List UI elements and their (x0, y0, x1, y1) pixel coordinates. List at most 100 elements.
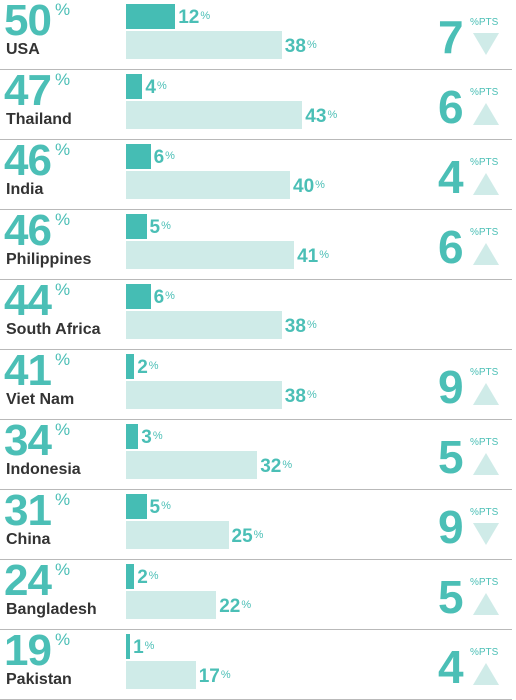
data-label-unit: % (282, 459, 293, 471)
row-divider (0, 629, 512, 630)
data-label-number: 3 (141, 427, 152, 448)
data-label-series-1: 3% (141, 428, 162, 448)
chart-row: 50% USA 12% 38% 7 %PTS (0, 0, 516, 70)
data-label-number: 43 (305, 106, 327, 127)
country-label: South Africa (6, 321, 101, 338)
row-divider (0, 139, 512, 140)
data-label-series-1: 6% (154, 148, 175, 168)
row-divider (0, 349, 512, 350)
bar-series-1 (126, 564, 135, 589)
data-label-series-1: 5% (150, 498, 171, 518)
change-value: 9 (438, 361, 464, 413)
triangle-up-icon (473, 593, 499, 615)
change-value: 9 (438, 501, 464, 553)
data-label-number: 4 (145, 77, 156, 98)
data-label-series-1: 4% (145, 78, 166, 98)
data-label-unit: % (152, 430, 163, 442)
data-label-number: 38 (284, 316, 306, 337)
data-label-number: 41 (297, 246, 319, 267)
data-label-series-2: 32% (260, 457, 292, 477)
data-label-number: 32 (260, 456, 282, 477)
bar-series-2 (126, 521, 229, 549)
data-label-number: 5 (149, 217, 161, 238)
data-label-series-2: 43% (305, 107, 337, 127)
country-label: Philippines (6, 251, 92, 268)
data-label-number: 2 (137, 357, 148, 378)
bar-series-2 (126, 241, 295, 269)
row-divider (0, 419, 512, 420)
total-value: 46 (4, 206, 52, 255)
change-value: 5 (438, 571, 464, 623)
chart-row: 31% China 5% 25% 9 %PTS (0, 486, 516, 560)
triangle-up-icon (473, 103, 499, 125)
data-label-number: 25 (231, 526, 253, 547)
total-percent-sign: % (54, 70, 71, 89)
data-label-series-1: 2% (137, 568, 158, 588)
total-percent-sign: % (54, 350, 71, 369)
row-divider (0, 489, 512, 490)
data-label-unit: % (319, 249, 330, 261)
bar-series-1 (126, 284, 151, 309)
bar-series-2 (126, 101, 303, 129)
change-unit: %PTS (470, 87, 499, 98)
change-unit: %PTS (470, 367, 499, 378)
bar-series-2 (126, 661, 196, 689)
change-unit: %PTS (470, 647, 499, 658)
data-label-series-2: 41% (297, 247, 329, 267)
bar-series-2 (126, 311, 282, 339)
total-percent-sign: % (54, 490, 71, 509)
change-unit: %PTS (470, 227, 499, 238)
data-label-unit: % (200, 10, 211, 22)
chart-row: 19% Pakistan 1% 17% 4 %PTS (0, 626, 516, 700)
triangle-up-icon (473, 243, 499, 265)
total-percent-sign: % (54, 560, 71, 579)
data-label-number: 38 (284, 36, 306, 57)
data-label-unit: % (156, 80, 167, 92)
data-label-series-2: 38% (285, 387, 317, 407)
chart-row: 47% Thailand 4% 43% 6 %PTS (0, 66, 516, 140)
data-label-series-1: 2% (137, 358, 158, 378)
change-value: 6 (438, 81, 464, 133)
triangle-up-icon (473, 663, 499, 685)
change-value: 4 (438, 151, 464, 203)
total-percent-sign: % (54, 140, 71, 159)
total-percent-sign: % (54, 210, 71, 229)
change-unit: %PTS (470, 507, 499, 518)
total-value: 50 (4, 0, 52, 45)
data-label-unit: % (148, 570, 159, 582)
data-label-unit: % (306, 389, 317, 401)
chart-row: 34% Indonesia 3% 32% 5 %PTS (0, 416, 516, 490)
chart-row: 46% Philippines 5% 41% 6 %PTS (0, 206, 516, 280)
country-label: USA (6, 41, 40, 58)
data-label-unit: % (315, 179, 325, 191)
total-value: 46 (4, 136, 52, 185)
data-label-series-1: 5% (150, 218, 171, 238)
total-percent-sign: % (54, 630, 71, 649)
data-label-number: 12 (178, 7, 200, 28)
data-label-number: 6 (153, 147, 165, 168)
data-label-series-2: 22% (219, 597, 251, 617)
data-label-unit: % (165, 290, 175, 302)
triangle-down-icon (473, 33, 499, 55)
chart-row: 41% Viet Nam 2% 38% 9 %PTS (0, 346, 516, 420)
data-label-number: 22 (219, 596, 241, 617)
data-label-series-2: 38% (285, 317, 317, 337)
change-value: 6 (438, 221, 464, 273)
row-divider (0, 69, 512, 70)
data-label-number: 17 (198, 666, 220, 687)
bar-series-1 (126, 144, 151, 169)
data-label-unit: % (306, 39, 317, 51)
bar-series-1 (126, 424, 139, 449)
bar-series-1 (126, 74, 143, 99)
total-value: 41 (4, 346, 52, 395)
country-label: Viet Nam (6, 391, 75, 408)
data-label-series-2: 38% (285, 37, 317, 57)
data-label-unit: % (327, 109, 338, 121)
chart-row: 24% Bangladesh 2% 22% 5 %PTS (0, 556, 516, 630)
data-label-series-2: 17% (199, 667, 231, 687)
data-label-number: 2 (137, 567, 148, 588)
data-label-unit: % (161, 220, 171, 232)
change-unit: %PTS (470, 17, 499, 28)
total-percent-sign: % (54, 0, 71, 19)
total-percent-sign: % (54, 280, 71, 299)
